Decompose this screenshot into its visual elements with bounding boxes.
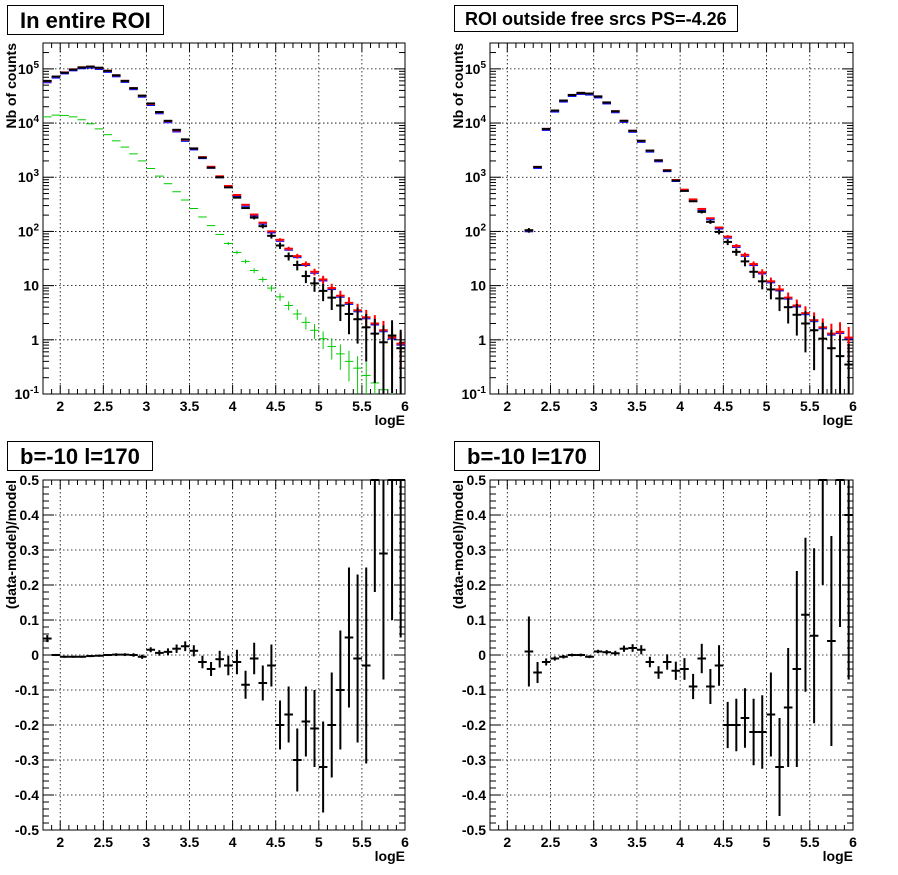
y-tick-label: 10 bbox=[23, 278, 39, 294]
x-tick-label: 4.5 bbox=[266, 834, 286, 850]
series-residual bbox=[43, 479, 405, 813]
x-tick-label: 2.5 bbox=[94, 834, 114, 850]
y-tick-label: 102 bbox=[18, 222, 40, 239]
y-tick-label: 102 bbox=[465, 222, 487, 239]
x-tick-label: 5 bbox=[315, 398, 323, 414]
x-tick-label: 4 bbox=[676, 398, 684, 414]
series-diffuse bbox=[43, 114, 402, 394]
x-tick-label: 5.5 bbox=[800, 834, 820, 850]
x-tick-label: 3 bbox=[590, 834, 598, 850]
chart-panel-1: 2 2.5 3 3.5 4 4.5 5 5.5 6 10-1 1 10 102 103 104 105 logE… bbox=[3, 42, 409, 428]
y-tick-label: 10-1 bbox=[462, 385, 487, 402]
x-tick-label: 4 bbox=[676, 834, 684, 850]
chart-panel-2: 2 2.5 3 3.5 4 4.5 5 5.5 6 10-1 1 10 102 103 104 105 logE… bbox=[450, 42, 857, 428]
x-tick-label: 5 bbox=[763, 398, 771, 414]
x-tick-label: 4 bbox=[229, 398, 237, 414]
y-tick-label: 0.4 bbox=[467, 507, 487, 523]
y-tick-label: 1 bbox=[478, 332, 486, 348]
x-tick-label: 2.5 bbox=[541, 398, 561, 414]
x-tick-label: 2.5 bbox=[541, 834, 561, 850]
x-tick-label: 5 bbox=[763, 834, 771, 850]
x-tick-label: 4.5 bbox=[714, 398, 734, 414]
x-tick-label: 5.5 bbox=[800, 398, 820, 414]
y-axis-label: (data-model)/model bbox=[450, 480, 466, 609]
series-residual bbox=[524, 479, 853, 816]
y-tick-label: -0.1 bbox=[462, 682, 486, 698]
x-axis-label: logE bbox=[375, 848, 405, 864]
y-tick-label: -0.3 bbox=[15, 752, 39, 768]
y-tick-label: -0.4 bbox=[15, 787, 39, 803]
y-tick-label: -0.3 bbox=[462, 752, 486, 768]
y-tick-label: 103 bbox=[18, 168, 40, 185]
x-tick-label: 2 bbox=[56, 398, 64, 414]
x-tick-label: 6 bbox=[849, 834, 857, 850]
x-tick-label: 3.5 bbox=[627, 834, 647, 850]
x-tick-label: 3 bbox=[590, 398, 598, 414]
x-axis-label: logE bbox=[823, 412, 853, 428]
y-tick-label: 104 bbox=[465, 114, 487, 131]
x-tick-label: 5.5 bbox=[352, 398, 372, 414]
x-tick-label: 3.5 bbox=[180, 834, 200, 850]
y-tick-label: 105 bbox=[18, 60, 40, 77]
x-tick-label: 5 bbox=[315, 834, 323, 850]
y-axis-label: Nb of counts bbox=[3, 43, 19, 129]
chart-panel-4: 2 2.5 3 3.5 4 4.5 5 5.5 6 -0.5 -0.4 -0.3 -0.2 -0.1 0 0.… bbox=[450, 472, 857, 864]
y-tick-label: 0.4 bbox=[20, 507, 40, 523]
x-tick-label: 4.5 bbox=[266, 398, 286, 414]
x-tick-label: 2.5 bbox=[94, 398, 114, 414]
x-axis-label: logE bbox=[823, 848, 853, 864]
x-tick-label: 3 bbox=[143, 834, 151, 850]
y-tick-label: 0.2 bbox=[467, 577, 487, 593]
x-tick-label: 3.5 bbox=[180, 398, 200, 414]
x-tick-label: 2 bbox=[56, 834, 64, 850]
panel-3-title: b=-10 l=170 bbox=[7, 441, 153, 471]
y-tick-label: 0 bbox=[478, 647, 486, 663]
y-tick-label: 0.1 bbox=[20, 612, 40, 628]
y-tick-label: 0.5 bbox=[467, 472, 487, 488]
x-tick-label: 3 bbox=[143, 398, 151, 414]
series-data bbox=[43, 65, 405, 394]
x-axis-label: logE bbox=[375, 412, 405, 428]
y-tick-label: 0.3 bbox=[20, 542, 40, 558]
y-tick-label: 0 bbox=[31, 647, 39, 663]
y-tick-label: 103 bbox=[465, 168, 487, 185]
y-tick-label: 0.1 bbox=[467, 612, 487, 628]
x-tick-label: 6 bbox=[401, 398, 409, 414]
panel-2-title: ROI outside free srcs PS=-4.26 bbox=[454, 5, 738, 32]
panel-1-title: In entire ROI bbox=[7, 5, 164, 35]
x-tick-label: 4.5 bbox=[714, 834, 734, 850]
x-tick-label: 3.5 bbox=[627, 398, 647, 414]
y-tick-label: -0.5 bbox=[462, 822, 486, 838]
y-tick-label: -0.4 bbox=[462, 787, 486, 803]
x-tick-label: 2 bbox=[503, 398, 511, 414]
series-data bbox=[524, 91, 853, 394]
y-axis-label: Nb of counts bbox=[450, 43, 466, 129]
x-tick-label: 6 bbox=[401, 834, 409, 850]
plot-frame bbox=[489, 42, 854, 395]
chart-panel-3: 2 2.5 3 3.5 4 4.5 5 5.5 6 -0.5 -0.4 -0.3 -0.2 -0.1 0 0.… bbox=[3, 472, 409, 864]
y-tick-label: -0.1 bbox=[15, 682, 39, 698]
x-tick-label: 2 bbox=[503, 834, 511, 850]
x-tick-label: 4 bbox=[229, 834, 237, 850]
y-tick-label: 10 bbox=[470, 278, 486, 294]
y-tick-label: -0.2 bbox=[15, 717, 39, 733]
y-axis-label: (data-model)/model bbox=[3, 480, 19, 609]
panel-4-title: b=-10 l=170 bbox=[454, 441, 600, 471]
plot-frame bbox=[42, 42, 406, 395]
y-tick-label: 10-1 bbox=[15, 385, 40, 402]
y-tick-label: 0.5 bbox=[20, 472, 40, 488]
x-tick-label: 5.5 bbox=[352, 834, 372, 850]
y-tick-label: 104 bbox=[18, 114, 40, 131]
y-tick-label: -0.5 bbox=[15, 822, 39, 838]
y-tick-label: 1 bbox=[31, 332, 39, 348]
y-tick-label: -0.2 bbox=[462, 717, 486, 733]
y-tick-label: 0.2 bbox=[20, 577, 40, 593]
y-tick-label: 105 bbox=[465, 60, 487, 77]
y-tick-label: 0.3 bbox=[467, 542, 487, 558]
x-tick-label: 6 bbox=[849, 398, 857, 414]
